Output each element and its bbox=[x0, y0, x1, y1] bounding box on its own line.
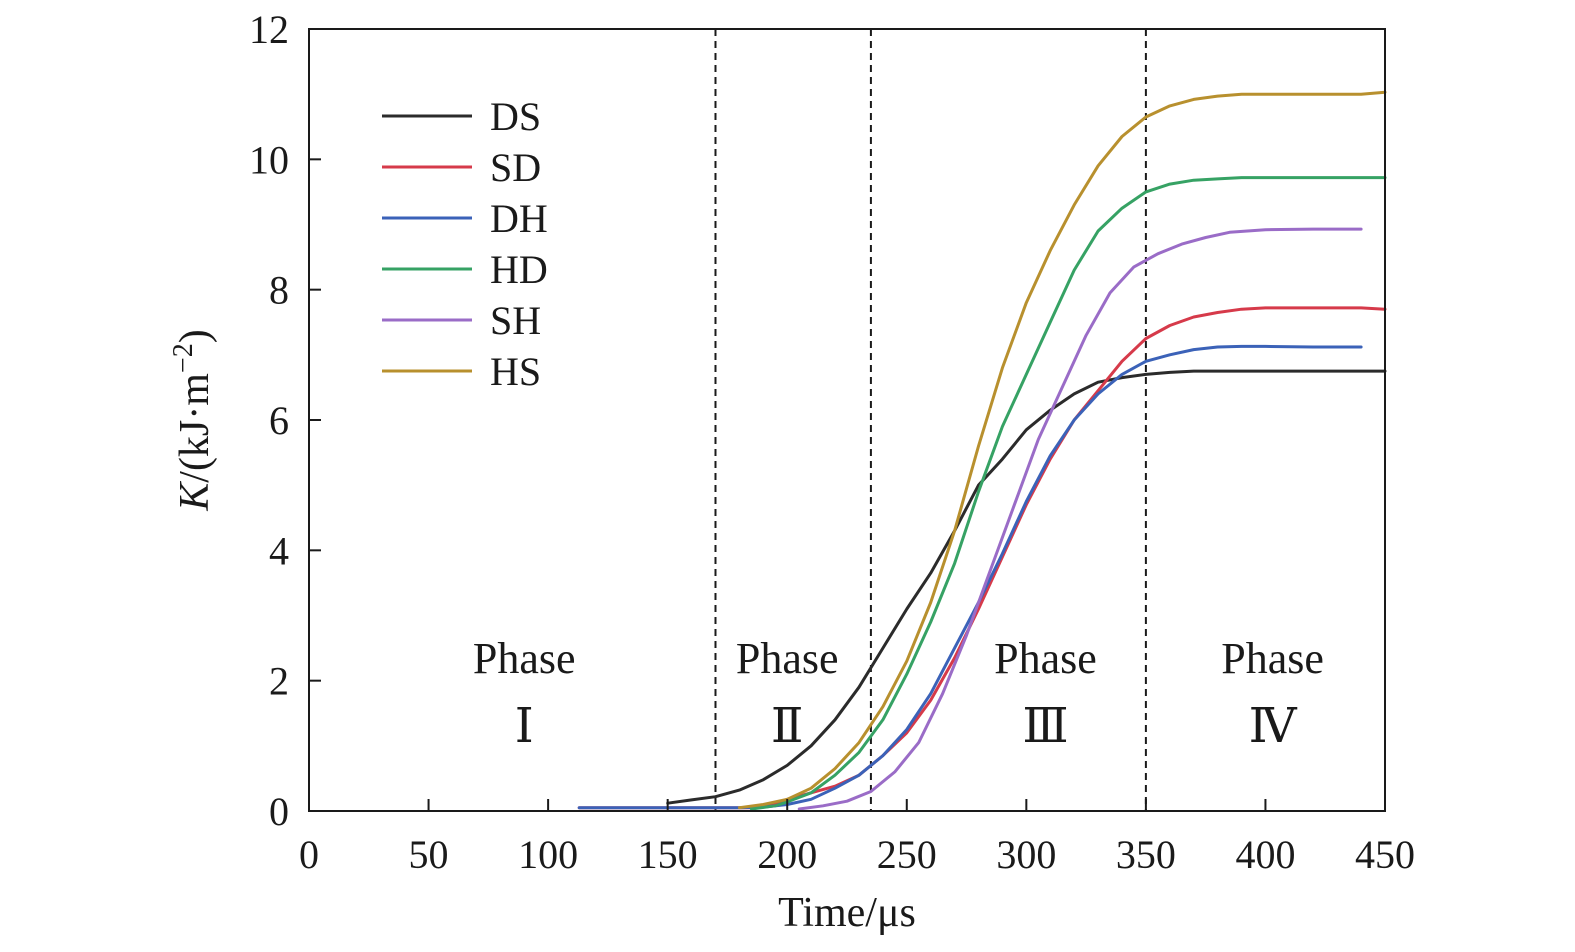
legend-label-hd: HD bbox=[490, 247, 548, 292]
y-axis-title-exponent: −2 bbox=[168, 343, 199, 373]
legend: DS SD DH HD SH HS bbox=[382, 94, 548, 394]
y-axis-title-unit: /(kJ·m bbox=[172, 373, 218, 483]
y-axis-title: K/(kJ·m−2) bbox=[168, 329, 218, 511]
y-axis-title-symbol: K bbox=[172, 481, 218, 512]
legend-label-hs: HS bbox=[490, 349, 541, 394]
phase-label: Phase bbox=[736, 634, 839, 683]
x-tick-label: 200 bbox=[757, 832, 817, 877]
axes bbox=[308, 28, 1386, 812]
y-tick-label: 6 bbox=[269, 398, 289, 443]
series-line-dh bbox=[577, 344, 1363, 810]
phase-label: Phase bbox=[1221, 634, 1324, 683]
y-tick-label: 10 bbox=[249, 137, 289, 182]
y-tick-label: 0 bbox=[269, 789, 289, 834]
x-tick-label: 100 bbox=[518, 832, 578, 877]
x-tick-label: 250 bbox=[877, 832, 937, 877]
x-tick-label: 150 bbox=[638, 832, 698, 877]
phase-numeral: Ⅲ bbox=[1022, 700, 1068, 753]
phase-numeral: Ⅱ bbox=[771, 700, 804, 753]
y-axis-ticks: 0 2 4 6 8 10 12 bbox=[249, 7, 321, 834]
plot-frame bbox=[308, 28, 1386, 812]
x-tick-label: 400 bbox=[1235, 832, 1295, 877]
phase-boundary-lines bbox=[714, 29, 1147, 811]
y-tick-label: 8 bbox=[269, 268, 289, 313]
x-tick-label: 0 bbox=[299, 832, 319, 877]
series-lines bbox=[577, 90, 1387, 811]
x-tick-label: 450 bbox=[1355, 832, 1415, 877]
x-axis-title: Time/μs bbox=[778, 890, 916, 936]
x-tick-label: 350 bbox=[1116, 832, 1176, 877]
phase-numeral: Ⅳ bbox=[1249, 700, 1298, 753]
y-tick-label: 2 bbox=[269, 659, 289, 704]
y-axis-title-close: ) bbox=[172, 329, 218, 343]
series-line-hd bbox=[749, 176, 1387, 811]
y-tick-label: 12 bbox=[249, 7, 289, 52]
phase-label: Phase bbox=[473, 634, 576, 683]
x-axis-ticks: 0 50 100 150 200 250 300 350 400 450 bbox=[299, 799, 1415, 877]
series-line-sh bbox=[797, 227, 1363, 811]
phase-labels: Phase Ⅰ Phase Ⅱ Phase Ⅲ Phase Ⅳ bbox=[473, 634, 1324, 753]
series-line-hs bbox=[737, 90, 1387, 810]
legend-label-sh: SH bbox=[490, 298, 541, 343]
series-line-ds bbox=[666, 369, 1387, 805]
phase-label: Phase bbox=[994, 634, 1097, 683]
x-tick-label: 50 bbox=[409, 832, 449, 877]
x-tick-label: 300 bbox=[996, 832, 1056, 877]
legend-label-ds: DS bbox=[490, 94, 541, 139]
phase-numeral: Ⅰ bbox=[515, 700, 534, 753]
legend-label-sd: SD bbox=[490, 145, 541, 190]
legend-label-dh: DH bbox=[490, 196, 548, 241]
y-tick-label: 4 bbox=[269, 528, 289, 573]
